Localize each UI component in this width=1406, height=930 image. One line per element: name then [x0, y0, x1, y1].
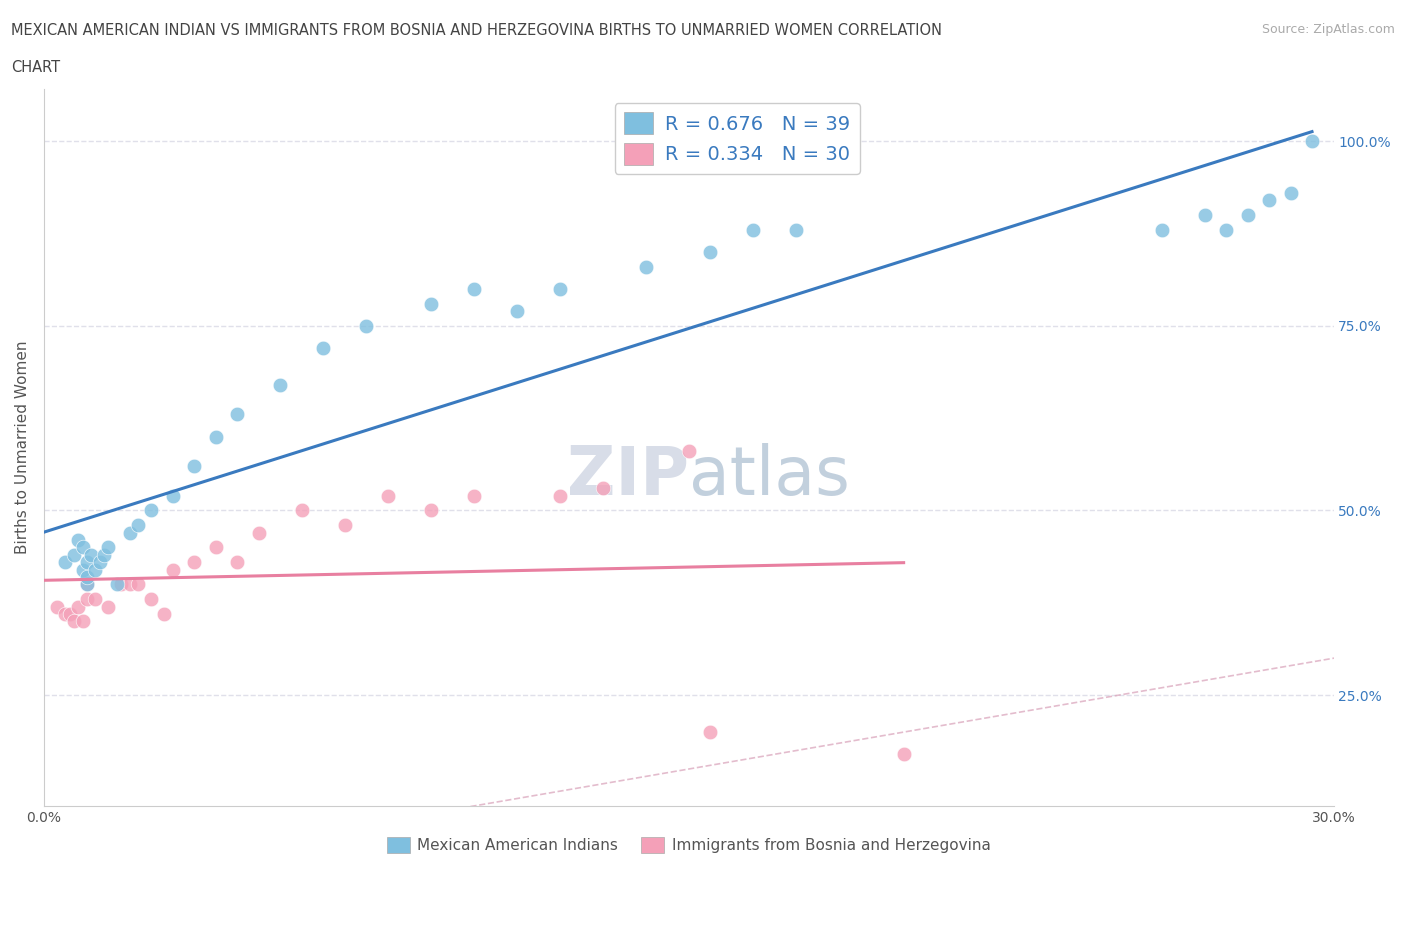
Point: [785, 222, 807, 237]
Point: [247, 525, 270, 540]
Point: [55, 606, 77, 621]
Point: [118, 577, 141, 591]
Point: [1150, 222, 1173, 237]
Point: [548, 488, 571, 503]
Point: [893, 747, 915, 762]
Point: [634, 259, 657, 274]
Point: [93, 548, 115, 563]
Point: [97, 599, 120, 614]
Text: MEXICAN AMERICAN INDIAN VS IMMIGRANTS FROM BOSNIA AND HERZEGOVINA BIRTHS TO UNMA: MEXICAN AMERICAN INDIAN VS IMMIGRANTS FR…: [11, 23, 942, 38]
Point: [592, 481, 614, 496]
Point: [72, 540, 94, 555]
Point: [76, 577, 98, 591]
Y-axis label: Births to Unmarried Women: Births to Unmarried Women: [15, 341, 30, 554]
Point: [63, 614, 86, 629]
Point: [141, 591, 163, 606]
Point: [419, 296, 441, 311]
Point: [419, 503, 441, 518]
Point: [699, 245, 721, 259]
Point: [183, 458, 205, 473]
Point: [63, 548, 86, 563]
Point: [463, 282, 485, 297]
Point: [162, 488, 184, 503]
Point: [76, 555, 98, 570]
Point: [312, 340, 335, 355]
Point: [678, 444, 700, 458]
Point: [153, 606, 176, 621]
Point: [205, 429, 228, 444]
Legend: Mexican American Indians, Immigrants from Bosnia and Herzegovina: Mexican American Indians, Immigrants fro…: [381, 831, 997, 859]
Point: [226, 407, 249, 422]
Point: [226, 555, 249, 570]
Point: [1258, 193, 1281, 207]
Point: [463, 488, 485, 503]
Point: [548, 282, 571, 297]
Point: [1279, 185, 1302, 200]
Point: [506, 303, 529, 318]
Point: [269, 378, 291, 392]
Point: [1301, 134, 1323, 149]
Point: [333, 518, 356, 533]
Point: [72, 562, 94, 577]
Point: [67, 599, 90, 614]
Point: [84, 562, 107, 577]
Text: CHART: CHART: [11, 60, 60, 75]
Point: [127, 577, 149, 591]
Point: [84, 591, 107, 606]
Point: [183, 555, 205, 570]
Point: [205, 540, 228, 555]
Point: [162, 562, 184, 577]
Point: [1236, 207, 1258, 222]
Point: [76, 577, 98, 591]
Point: [72, 614, 94, 629]
Text: atlas: atlas: [689, 444, 849, 510]
Point: [55, 555, 77, 570]
Point: [291, 503, 314, 518]
Point: [356, 318, 378, 333]
Text: ZIP: ZIP: [567, 444, 689, 510]
Point: [80, 548, 103, 563]
Point: [1194, 207, 1216, 222]
Point: [67, 533, 90, 548]
Point: [97, 540, 120, 555]
Point: [89, 555, 111, 570]
Point: [127, 518, 149, 533]
Point: [742, 222, 765, 237]
Point: [699, 724, 721, 739]
Point: [118, 525, 141, 540]
Point: [1215, 222, 1237, 237]
Text: Source: ZipAtlas.com: Source: ZipAtlas.com: [1261, 23, 1395, 36]
Point: [377, 488, 399, 503]
Point: [105, 577, 128, 591]
Point: [76, 591, 98, 606]
Point: [76, 569, 98, 584]
Point: [141, 503, 163, 518]
Point: [59, 606, 82, 621]
Point: [45, 599, 67, 614]
Point: [110, 577, 132, 591]
